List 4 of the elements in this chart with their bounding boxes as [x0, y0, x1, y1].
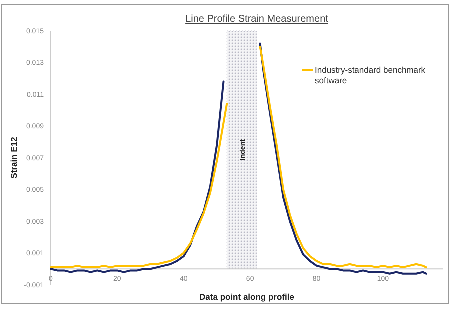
- x-axis-title: Data point along profile: [200, 292, 295, 302]
- y-axis-title: Strain E12: [9, 136, 19, 179]
- chart-title: Line Profile Strain Measurement: [186, 14, 329, 25]
- legend-label: Industry-standard benchmark software: [315, 64, 426, 86]
